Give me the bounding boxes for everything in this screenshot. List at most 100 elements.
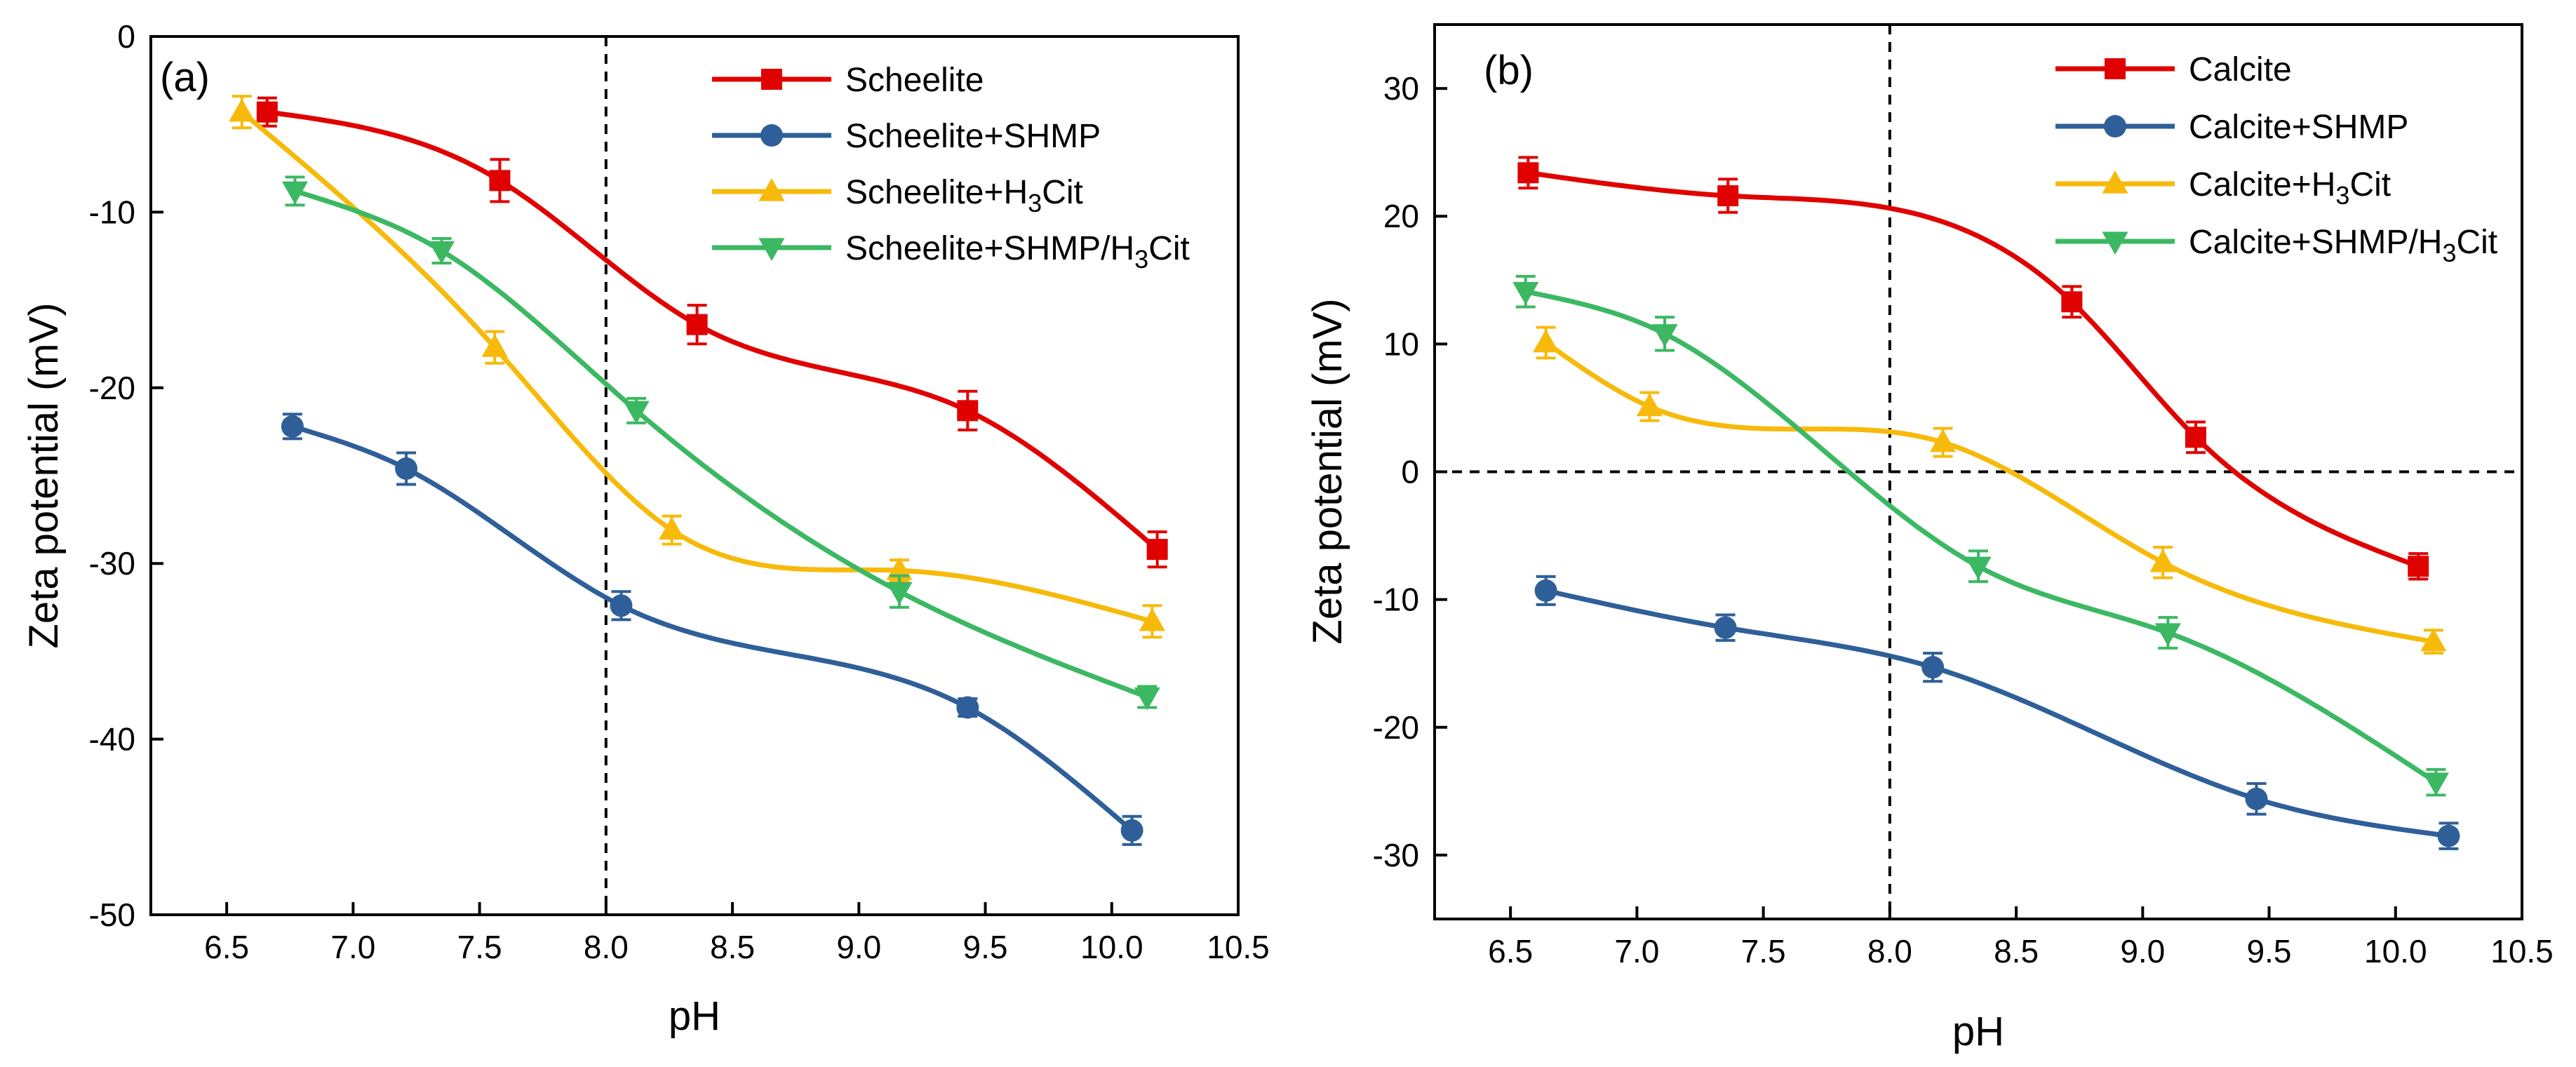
panel-b-series-calcite-shmp-h3cit-marker bbox=[2154, 623, 2181, 646]
panel-b-series-calcite-shmp-marker bbox=[1534, 579, 1557, 602]
panel-b-series-calcite-h3cit bbox=[1532, 326, 2447, 655]
panel-b-reference-lines bbox=[1435, 25, 2522, 919]
panel-a-scheelite: 6.5 7.0 7.5 8.0 8.5 9.0 9.5 10.0 10.5 0 -10 -20 -30 -… bbox=[21, 18, 1270, 1039]
panel-b-x-tick-label: 9.0 bbox=[2120, 933, 2165, 969]
panel-b-legend-entry-calcite-label: Calcite bbox=[2189, 51, 2292, 88]
panel-a-x-tick-label: 10.5 bbox=[1207, 929, 1270, 965]
panel-b-series-calcite-shmp-h3cit-marker bbox=[1965, 556, 1992, 580]
panel-a-legend-entry-scheelite-label: Scheelite bbox=[845, 62, 984, 99]
panel-b-series-calcite-curve bbox=[1525, 170, 2421, 569]
panel-b-series-calcite-shmp bbox=[1534, 575, 2460, 850]
panel-b-series-calcite-marker bbox=[2061, 291, 2083, 313]
panel-b-series-calcite-shmp-h3cit-marker bbox=[1512, 281, 1539, 305]
panel-a-x-tick-label: 8.5 bbox=[710, 929, 755, 965]
panel-b-x-tick-label: 8.5 bbox=[1994, 933, 2039, 969]
panel-a-y-tick-label: -30 bbox=[89, 545, 135, 582]
panel-b-x-tick-label: 10.5 bbox=[2490, 933, 2554, 969]
panel-b-x-tick-label: 8.0 bbox=[1867, 933, 1912, 969]
panel-a-x-tick-label: 9.5 bbox=[963, 929, 1008, 965]
panel-a-series-scheelite-shmp-h3cit-marker bbox=[1134, 687, 1160, 711]
panel-b-legend-entry-calcite-marker bbox=[2105, 58, 2126, 79]
panel-a-series-scheelite-marker bbox=[686, 314, 708, 335]
panel-b-legend-entry-calcite: Calcite bbox=[2055, 51, 2292, 88]
panel-b-x-tick-label: 10.0 bbox=[2364, 933, 2427, 969]
panel-a-series-scheelite-h3cit bbox=[229, 95, 1166, 639]
panel-a-y-tick-label: -50 bbox=[89, 897, 135, 933]
panel-b-legend-entry-calcite-shmp-h3cit-label: Calcite+SHMP/H3Cit bbox=[2189, 224, 2497, 267]
panel-a-series-scheelite-h3cit-marker bbox=[1139, 608, 1166, 631]
panel-a-x-tick-label: 7.0 bbox=[330, 929, 375, 965]
panel-b-legend-entry-calcite-h3cit-marker bbox=[2102, 170, 2128, 194]
panel-a-series-scheelite-shmp-marker bbox=[281, 415, 304, 438]
panel-b-series-calcite-marker bbox=[2408, 556, 2429, 577]
panel-b-label: (b) bbox=[1484, 48, 1534, 93]
panel-a-legend-entry-scheelite-shmp-marker bbox=[760, 124, 783, 147]
panel-a-series-scheelite-curve bbox=[264, 109, 1160, 552]
panel-b-series-calcite-shmp-marker bbox=[1921, 656, 1945, 679]
panel-b-series-calcite-h3cit-marker bbox=[1929, 429, 1957, 452]
panel-b-series-calcite-shmp-h3cit-marker bbox=[1651, 324, 1678, 347]
panel-a-series-scheelite-marker bbox=[957, 400, 979, 422]
panel-b-x-axis-title: pH bbox=[1952, 1009, 2004, 1054]
panel-b-calcite: 6.5 7.0 7.5 8.0 8.5 9.0 9.5 10.0 10.5 30 20 10 0 -10 -… bbox=[1305, 23, 2554, 1054]
panel-a-plot-frame bbox=[149, 35, 1240, 916]
panel-a-series-scheelite-shmp-marker bbox=[956, 696, 979, 719]
panel-b-series-calcite-shmp-marker bbox=[2437, 824, 2460, 847]
panel-a-series-scheelite-h3cit-marker bbox=[658, 516, 685, 540]
panel-a-legend-entry-scheelite-h3cit-marker bbox=[758, 178, 785, 201]
panel-b-x-tick-label: 6.5 bbox=[1488, 933, 1533, 969]
panel-b-series-calcite-shmp-h3cit-marker bbox=[2422, 772, 2450, 796]
panel-a-x-tick-label: 6.5 bbox=[204, 929, 249, 965]
panel-b-series bbox=[1512, 156, 2460, 850]
panel-a-legend-entry-scheelite: Scheelite bbox=[712, 62, 984, 99]
panel-b-series-calcite-marker bbox=[2185, 427, 2206, 448]
panel-b-series-calcite-h3cit-curve bbox=[1543, 340, 2436, 645]
panel-a-series-scheelite-marker bbox=[1146, 539, 1168, 561]
panel-b-legend-entry-calcite-shmp-marker bbox=[2104, 115, 2126, 137]
panel-a-legend-entry-scheelite-shmp-h3cit-label: Scheelite+SHMP/H3Cit bbox=[845, 230, 1190, 274]
panel-a-series-scheelite-shmp-curve bbox=[290, 424, 1135, 833]
panel-a-y-tick-label: -40 bbox=[89, 721, 135, 758]
panel-b-series-calcite-h3cit-marker bbox=[1532, 329, 1559, 353]
panel-a-x-axis-title: pH bbox=[669, 993, 720, 1039]
panel-a-series-scheelite-shmp bbox=[281, 412, 1143, 846]
panel-a-y-tick-label: 0 bbox=[117, 18, 135, 55]
panel-b-legend: Calcite Calcite+SHMP Calcite+H3Cit Calcite+… bbox=[2055, 51, 2497, 267]
panel-a-series-scheelite-marker bbox=[489, 170, 511, 192]
panel-b-y-tick-label: 20 bbox=[1383, 198, 1419, 234]
panel-b-legend-entry-calcite-shmp: Calcite+SHMP bbox=[2055, 109, 2408, 146]
panel-a-legend-entry-scheelite-h3cit: Scheelite+H3Cit bbox=[712, 174, 1083, 217]
panel-b-series-calcite-shmp-curve bbox=[1543, 588, 2451, 839]
panel-a-series-scheelite-shmp-h3cit-marker bbox=[428, 241, 455, 264]
panel-b-y-axis-title: Zeta potential (mV) bbox=[1305, 298, 1350, 644]
panel-a-series-scheelite-marker bbox=[256, 101, 278, 123]
panel-a-series-scheelite-h3cit-marker bbox=[481, 334, 508, 357]
panel-b-y-tick-label: -10 bbox=[1373, 582, 1419, 618]
panel-b-legend-entry-calcite-shmp-h3cit: Calcite+SHMP/H3Cit bbox=[2055, 224, 2497, 267]
panel-b-series-calcite-shmp-marker bbox=[2245, 787, 2268, 810]
panel-a-series-scheelite-h3cit-curve bbox=[239, 109, 1155, 624]
panel-b-y-tick-label: -30 bbox=[1373, 837, 1419, 873]
panel-a-series-scheelite-h3cit-marker bbox=[229, 98, 255, 122]
panel-b-y-tick-label: 0 bbox=[1401, 454, 1419, 490]
panel-a-legend-entry-scheelite-marker bbox=[761, 69, 782, 90]
panel-b-axes: 6.5 7.0 7.5 8.0 8.5 9.0 9.5 10.0 10.5 30 20 10 0 -10 -… bbox=[1373, 70, 2554, 969]
panel-b-legend-entry-calcite-shmp-h3cit-marker bbox=[2102, 231, 2128, 255]
panel-a-series-scheelite-shmp-h3cit-marker bbox=[623, 401, 650, 424]
panel-a-series-scheelite-shmp-marker bbox=[395, 457, 418, 480]
panel-b-series-calcite-shmp-marker bbox=[1714, 616, 1737, 639]
panel-b-x-tick-label: 9.5 bbox=[2247, 933, 2292, 969]
panel-a-x-tick-label: 7.5 bbox=[457, 929, 502, 965]
panel-b-legend-entry-calcite-shmp-label: Calcite+SHMP bbox=[2189, 109, 2408, 146]
panel-a-series-scheelite-h3cit-marker bbox=[886, 557, 913, 580]
panel-a-y-tick-label: -10 bbox=[89, 194, 135, 230]
panel-b-y-tick-label: 10 bbox=[1383, 326, 1419, 362]
panel-a-series-scheelite-shmp-h3cit-marker bbox=[886, 582, 913, 605]
panel-b-series-calcite-h3cit-marker bbox=[2420, 628, 2447, 652]
panel-a-series bbox=[229, 95, 1168, 846]
panel-a-legend: Scheelite Scheelite+SHMP Scheelite+H3Cit Sc… bbox=[712, 62, 1190, 274]
panel-b-series-calcite bbox=[1517, 156, 2429, 581]
panel-a-y-axis-title: Zeta potential (mV) bbox=[21, 302, 67, 648]
